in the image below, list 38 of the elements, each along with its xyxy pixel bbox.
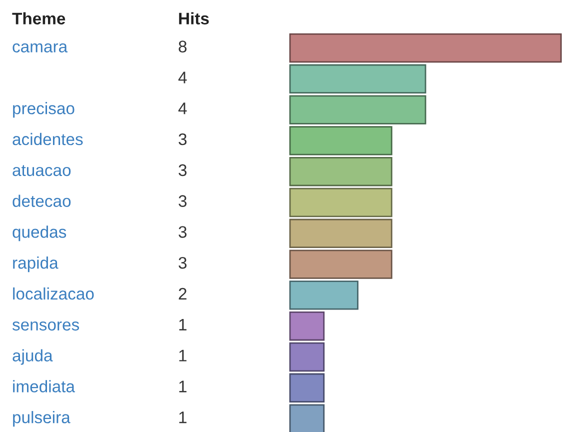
y-tick-label: precisao xyxy=(13,102,74,118)
y-tick-label: camara xyxy=(12,43,68,52)
y-axis-title: Theme xyxy=(12,12,66,24)
y-tick-label: pulseira xyxy=(13,411,70,427)
data-label: 3 xyxy=(178,133,187,146)
y-tick-label: sensores xyxy=(12,321,80,331)
bar xyxy=(289,342,325,372)
bar xyxy=(289,280,358,310)
bar xyxy=(289,33,562,63)
bar xyxy=(289,218,392,248)
data-label: 8 xyxy=(178,40,187,52)
bar xyxy=(289,312,325,341)
bar xyxy=(289,404,325,432)
y-tick-label: detecao xyxy=(12,194,71,207)
bar xyxy=(289,250,392,279)
data-label: 4 xyxy=(178,102,187,114)
bar xyxy=(289,157,392,186)
data-label: 1 xyxy=(179,412,186,424)
y-tick-label: imediata xyxy=(13,380,75,392)
data-label: 1 xyxy=(179,380,186,392)
y-tick-label: quedas xyxy=(12,226,66,242)
y-tick-label: ajuda xyxy=(12,349,53,365)
data-label: 4 xyxy=(178,72,187,84)
x-axis-title: Hits xyxy=(179,12,209,24)
bar xyxy=(289,373,325,402)
data-label: 2 xyxy=(178,288,186,300)
data-label: 3 xyxy=(178,164,187,176)
data-label: 3 xyxy=(178,195,187,207)
bar xyxy=(289,188,392,218)
bar xyxy=(289,64,426,94)
y-tick-label: atuacao xyxy=(12,165,71,176)
data-label: 1 xyxy=(179,350,186,362)
data-label: 3 xyxy=(178,256,187,269)
y-tick-label: acidentes xyxy=(12,132,83,146)
data-label: 3 xyxy=(178,226,187,238)
y-tick-label: localizacao xyxy=(13,287,94,300)
y-tick-label: rapida xyxy=(13,256,58,272)
data-label: 1 xyxy=(179,318,186,330)
